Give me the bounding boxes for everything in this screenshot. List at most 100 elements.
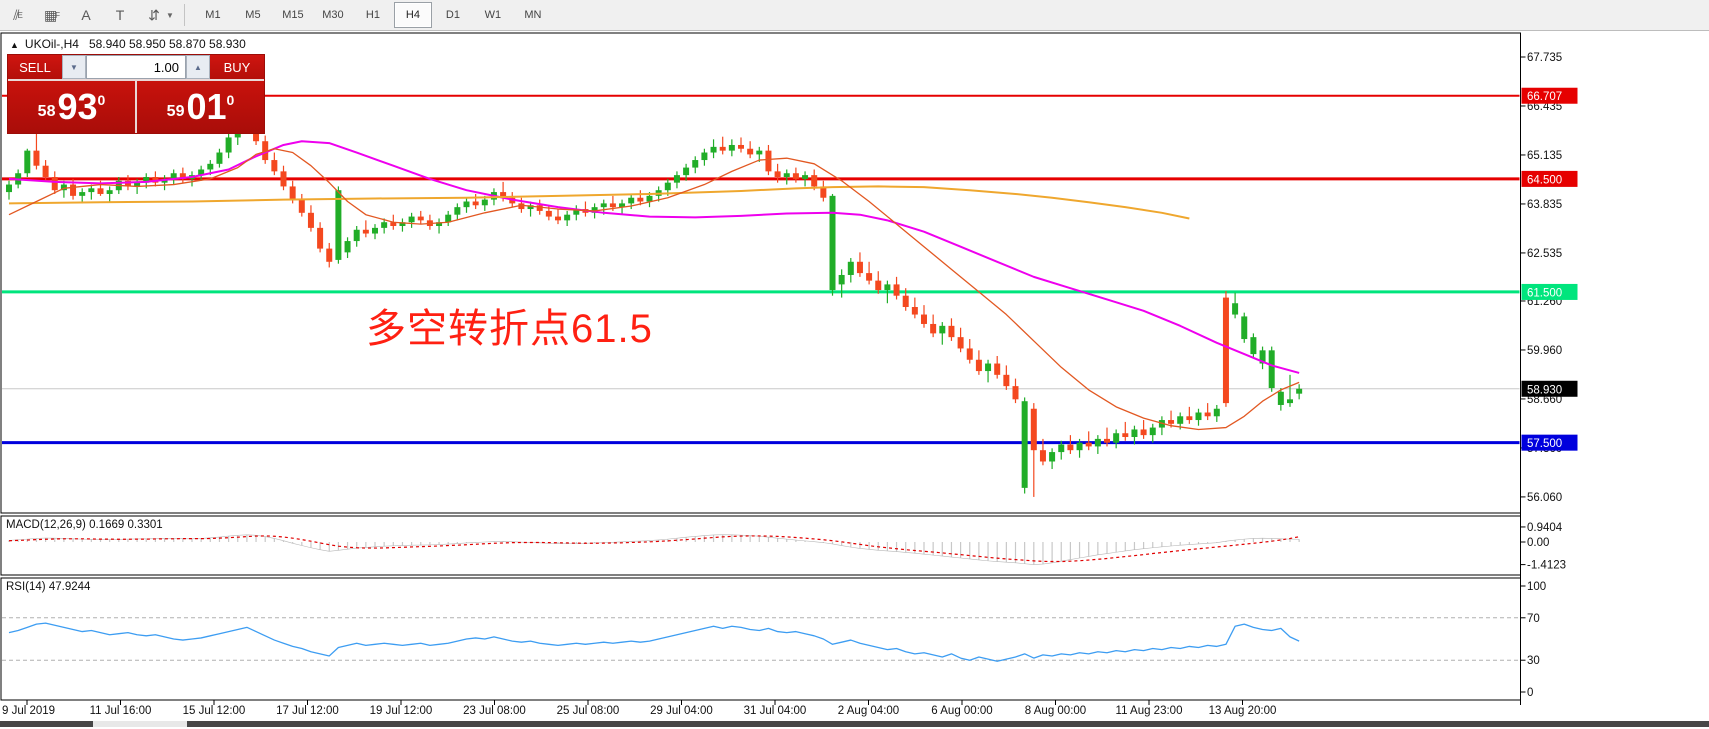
candle-body <box>1104 438 1110 443</box>
candle-body <box>957 337 964 349</box>
candle-body <box>792 173 799 179</box>
volume-decrease-button[interactable]: ▼ <box>62 55 86 79</box>
candle-body <box>747 148 754 155</box>
candle-body <box>106 190 113 194</box>
candle-body <box>994 363 1001 375</box>
candle-body <box>390 222 397 226</box>
timeframe-button-mn[interactable]: MN <box>524 9 542 21</box>
candle-body <box>518 203 525 210</box>
price-badge-58.930 <box>1521 380 1578 397</box>
candle-body <box>985 363 992 372</box>
candle-body <box>600 203 607 208</box>
candle-body <box>664 182 671 191</box>
ma-orange[interactable] <box>8 185 1190 220</box>
candle-body <box>1085 442 1092 447</box>
candle-body <box>97 188 104 194</box>
macd-main-line <box>8 534 1300 565</box>
macd-signal-line <box>8 535 1300 563</box>
date-tick-label: 19 Jul 12:00 <box>370 705 433 717</box>
price-tick-label: 67.735 <box>1527 52 1562 64</box>
candle-body <box>637 197 644 202</box>
chart-canvas[interactable]: 67.73566.43565.13563.83562.53561.26059.9… <box>0 30 1709 729</box>
candle-body <box>344 241 351 253</box>
volume-increase-button[interactable]: ▲ <box>186 55 210 79</box>
candle-body <box>481 199 488 206</box>
timeframe-button-w1[interactable]: W1 <box>484 9 502 21</box>
rsi-value: 47.9244 <box>48 581 91 593</box>
arrows-objects-icon[interactable]: ⇵ <box>148 6 160 23</box>
candle-body <box>24 150 31 174</box>
timeframe-button-m15[interactable]: M15 <box>282 9 304 21</box>
price-tick-label: 56.060 <box>1527 492 1562 504</box>
candle-body <box>307 212 314 228</box>
date-tick-label: 17 Jul 12:00 <box>276 705 339 717</box>
text-label-icon[interactable]: A <box>81 7 91 23</box>
price-badge-label: 61.500 <box>1527 287 1562 299</box>
candle-body <box>847 261 854 275</box>
timeframe-button-m30[interactable]: M30 <box>322 9 344 21</box>
candles-series <box>6 109 1303 497</box>
price-tick-label: 63.835 <box>1527 199 1562 211</box>
candle-body <box>820 186 827 198</box>
volume-input[interactable] <box>86 55 186 79</box>
ma-magenta[interactable] <box>8 140 1300 374</box>
candle-body <box>1076 442 1083 451</box>
level-lines <box>2 94 1520 445</box>
crosshair-lines-icon[interactable]: ⫽ E <box>13 6 23 23</box>
ma-fast-red[interactable] <box>8 148 1300 431</box>
candle-body <box>362 229 369 234</box>
candle-body <box>683 167 690 176</box>
candle-body <box>207 163 214 170</box>
fibo-grid-icon[interactable]: ▦ F <box>43 6 61 23</box>
timeframe-button-h4[interactable]: H4 <box>393 2 432 28</box>
candle-body <box>463 201 470 208</box>
date-tick-label: 23 Jul 08:00 <box>463 705 526 717</box>
candle-body <box>1213 408 1220 417</box>
price-tick-label: 58.660 <box>1527 394 1562 406</box>
macd-label: MACD(12,26,9) 0.1669 0.3301 <box>6 519 163 531</box>
candle-body <box>198 169 205 176</box>
collapse-arrow-icon[interactable]: ▲ <box>10 40 19 50</box>
buy-price-tile[interactable]: 59 01 0 <box>135 81 264 133</box>
date-tick-label: 6 Aug 00:00 <box>931 705 992 717</box>
candle-body <box>1030 408 1037 451</box>
candle-body <box>1250 337 1257 355</box>
rsi-series <box>2 617 1520 662</box>
buy-price-sup: 0 <box>226 92 235 108</box>
price-badge-label: 58.930 <box>1527 384 1562 396</box>
candle-body <box>564 214 571 221</box>
candle-body <box>774 171 781 178</box>
buy-button[interactable]: BUY <box>210 55 264 79</box>
date-axis: 9 Jul 2019 11 Jul 16:00 15 Jul 12:00 17 Jul… <box>2 700 1276 717</box>
sell-price-tile[interactable]: 58 93 0 <box>8 81 135 133</box>
candle-body <box>70 184 77 196</box>
candle-body <box>216 152 223 164</box>
candle-body <box>884 284 891 291</box>
candle-body <box>326 248 333 262</box>
date-tick-label: 11 Aug 23:00 <box>1116 705 1183 717</box>
candle-body <box>408 216 415 223</box>
timeframe-button-m5[interactable]: M5 <box>245 9 261 21</box>
macd-series <box>8 534 1300 565</box>
chevron-down-icon[interactable]: ▼ <box>166 10 174 20</box>
text-box-icon[interactable]: T <box>115 7 125 23</box>
candle-body <box>1177 416 1184 424</box>
price-badge-61.500 <box>1521 283 1578 300</box>
sell-button[interactable]: SELL <box>8 55 62 79</box>
candle-body <box>6 184 12 193</box>
macd-value-main: 0.1669 <box>89 519 125 531</box>
candle-body <box>436 222 443 226</box>
candle-body <box>60 184 67 191</box>
symbol-title: UKOil-,H4 <box>24 37 79 51</box>
candle-body <box>646 195 653 202</box>
macd-panel-border <box>0 515 1521 576</box>
horizontal-scrollbar[interactable] <box>0 721 1709 727</box>
timeframe-button-h1[interactable]: H1 <box>365 9 380 21</box>
candle-body <box>536 205 543 211</box>
candle-body <box>124 180 131 187</box>
candle-body <box>42 165 49 178</box>
timeframe-button-d1[interactable]: D1 <box>445 9 460 21</box>
timeframe-button-m1[interactable]: M1 <box>205 9 221 21</box>
candle-body <box>802 175 809 179</box>
candle-body <box>1058 444 1065 453</box>
